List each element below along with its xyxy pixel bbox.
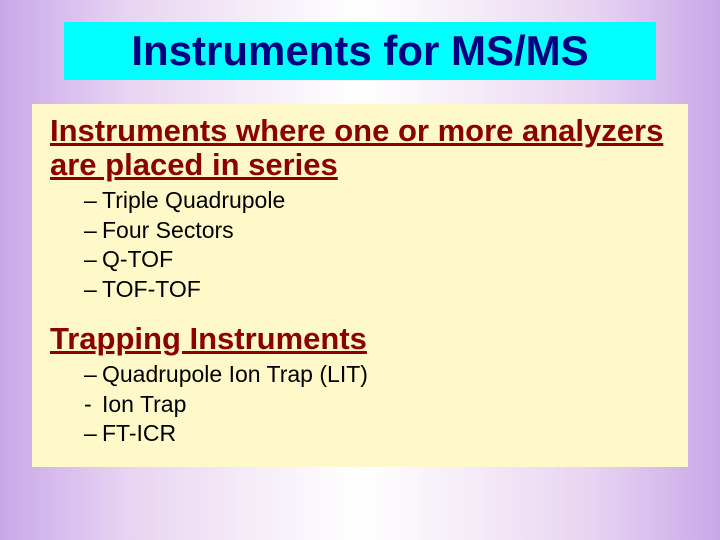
list-item-label: Ion Trap (102, 391, 186, 417)
list-item: –TOF-TOF (84, 275, 670, 304)
section1-heading: Instruments where one or more analyzers … (50, 114, 670, 182)
list-item-label: Q-TOF (102, 246, 173, 272)
list-item: -Ion Trap (84, 390, 670, 419)
list-item-label: TOF-TOF (102, 276, 201, 302)
list-item: –FT-ICR (84, 419, 670, 448)
list-item: –Quadrupole Ion Trap (LIT) (84, 360, 670, 389)
slide-title: Instruments for MS/MS (76, 28, 644, 74)
list-item-label: Four Sectors (102, 217, 234, 243)
list-item-label: Quadrupole Ion Trap (LIT) (102, 361, 368, 387)
section1-list: –Triple Quadrupole –Four Sectors –Q-TOF … (84, 186, 670, 304)
title-box: Instruments for MS/MS (64, 22, 656, 80)
list-item: –Triple Quadrupole (84, 186, 670, 215)
list-item: –Q-TOF (84, 245, 670, 274)
slide: Instruments for MS/MS Instruments where … (0, 0, 720, 540)
list-item: –Four Sectors (84, 216, 670, 245)
section2-heading: Trapping Instruments (50, 322, 670, 356)
content-box: Instruments where one or more analyzers … (32, 104, 688, 466)
list-item-label: FT-ICR (102, 420, 176, 446)
section2-list: –Quadrupole Ion Trap (LIT) -Ion Trap –FT… (84, 360, 670, 448)
list-item-label: Triple Quadrupole (102, 187, 285, 213)
